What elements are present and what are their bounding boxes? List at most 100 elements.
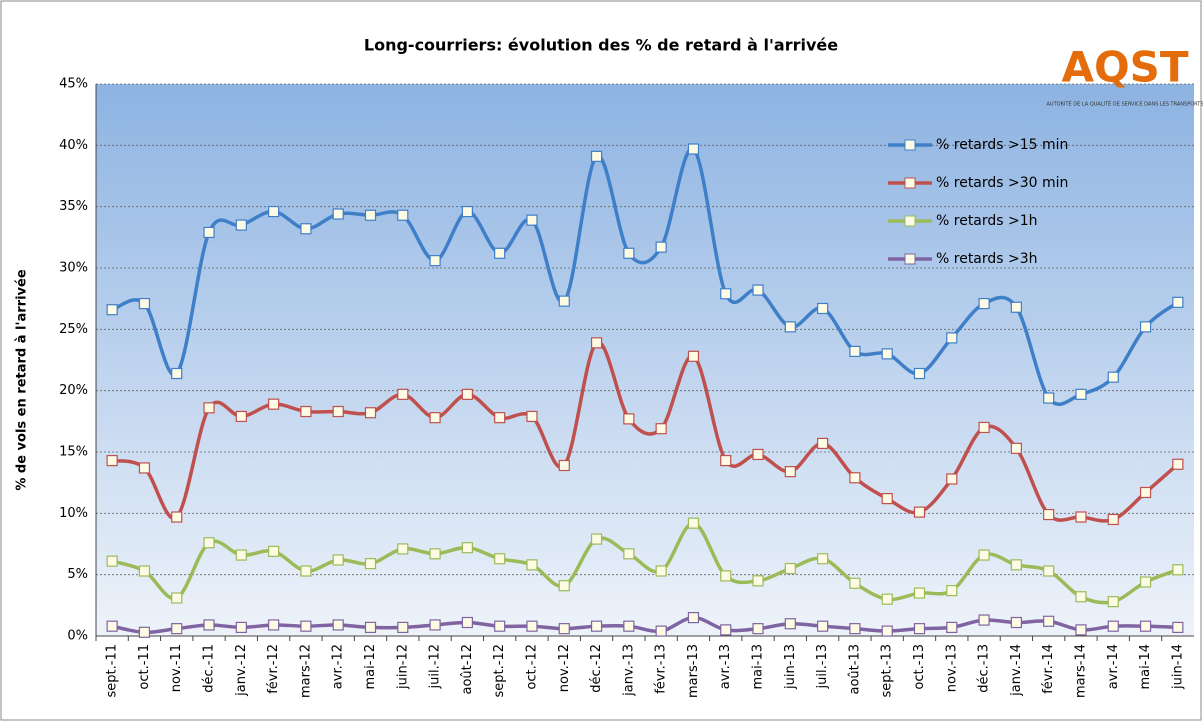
- x-tick-label: oct.-12: [524, 644, 539, 690]
- x-tick-label: sept.-12: [492, 644, 507, 698]
- marker: [526, 214, 538, 226]
- marker: [332, 405, 344, 418]
- logo: AQST: [1061, 43, 1188, 92]
- marker: [655, 423, 667, 435]
- marker: [138, 626, 151, 638]
- marker: [817, 553, 829, 565]
- marker: [461, 205, 473, 218]
- x-tick-label: déc.-13: [977, 644, 992, 693]
- x-tick-label: avr.-13: [718, 644, 733, 689]
- marker: [106, 304, 118, 316]
- marker: [235, 410, 247, 423]
- marker: [1107, 371, 1119, 383]
- marker: [1043, 615, 1055, 627]
- marker: [1107, 596, 1119, 608]
- marker: [1075, 624, 1087, 636]
- marker: [1075, 388, 1087, 400]
- x-tick-label: nov.-12: [557, 644, 572, 692]
- marker: [590, 620, 603, 632]
- marker: [1075, 591, 1087, 603]
- marker: [655, 625, 667, 637]
- y-tick-label: 10%: [59, 506, 88, 521]
- marker: [1139, 576, 1152, 588]
- marker: [752, 623, 764, 635]
- marker: [687, 611, 700, 624]
- marker: [946, 473, 958, 485]
- marker: [494, 553, 506, 565]
- marker: [106, 454, 118, 467]
- marker: [397, 209, 409, 221]
- x-tick-label: févr.-14: [1041, 644, 1056, 694]
- marker: [171, 592, 183, 604]
- marker: [881, 348, 893, 360]
- legend-label: % retards >30 min: [936, 175, 1068, 191]
- x-tick-label: sept.-13: [880, 644, 895, 698]
- marker: [494, 412, 506, 424]
- marker: [397, 543, 409, 555]
- x-tick-label: nov.-13: [944, 644, 959, 692]
- marker: [1139, 321, 1152, 333]
- x-tick-label: avr.-14: [1106, 644, 1121, 689]
- marker: [849, 577, 861, 589]
- marker: [881, 593, 893, 605]
- legend-marker: [904, 139, 916, 151]
- marker: [623, 548, 635, 560]
- marker: [1172, 296, 1184, 308]
- marker: [268, 398, 280, 410]
- marker: [817, 620, 829, 632]
- marker: [720, 570, 732, 582]
- chart-title: Long-courriers: évolution des % de retar…: [364, 36, 838, 55]
- marker: [203, 619, 215, 631]
- marker: [1172, 458, 1184, 470]
- marker: [849, 623, 861, 635]
- legend-label: % retards >3h: [936, 251, 1038, 267]
- marker: [784, 466, 796, 478]
- marker: [397, 388, 409, 400]
- marker: [590, 150, 603, 162]
- marker: [268, 545, 280, 557]
- x-tick-label: mai-14: [1138, 644, 1153, 689]
- marker: [720, 288, 732, 300]
- marker: [494, 247, 506, 259]
- legend-marker: [904, 177, 916, 189]
- marker: [590, 533, 603, 545]
- series-line: [111, 615, 1178, 635]
- x-tick-label: mai-13: [751, 644, 766, 689]
- y-tick-label: 5%: [67, 567, 88, 582]
- marker: [946, 332, 958, 344]
- marker: [558, 580, 570, 592]
- marker: [1172, 564, 1184, 576]
- x-tick-label: avr.-12: [331, 644, 346, 689]
- marker: [558, 295, 570, 307]
- marker: [171, 511, 183, 523]
- marker: [300, 620, 312, 632]
- x-tick-label: févr.-12: [266, 644, 281, 694]
- y-tick-label: 40%: [59, 138, 88, 153]
- x-tick-label: janv.-13: [621, 644, 636, 697]
- marker: [106, 555, 118, 567]
- marker: [1010, 559, 1022, 571]
- marker: [720, 624, 732, 636]
- plot-area: [96, 84, 1194, 636]
- marker: [300, 405, 312, 418]
- marker: [913, 623, 926, 635]
- marker: [268, 205, 280, 218]
- y-axis-title: % de vols en retard à l'arrivée: [15, 269, 30, 490]
- marker: [364, 407, 377, 419]
- marker: [494, 620, 506, 632]
- x-tick-label: mars-14: [1073, 644, 1088, 698]
- marker: [235, 549, 247, 561]
- x-tick-label: déc.-11: [202, 644, 217, 693]
- x-tick-label: juin-12: [395, 644, 410, 690]
- marker: [235, 219, 247, 231]
- marker: [526, 559, 538, 571]
- marker: [203, 402, 215, 414]
- marker: [913, 506, 926, 518]
- x-tick-label: oct.-11: [137, 644, 152, 690]
- y-tick-label: 30%: [59, 261, 88, 276]
- marker: [1010, 616, 1022, 629]
- marker: [655, 241, 667, 253]
- marker: [849, 472, 861, 484]
- x-tick-label: mai-12: [363, 644, 378, 689]
- marker: [332, 208, 344, 220]
